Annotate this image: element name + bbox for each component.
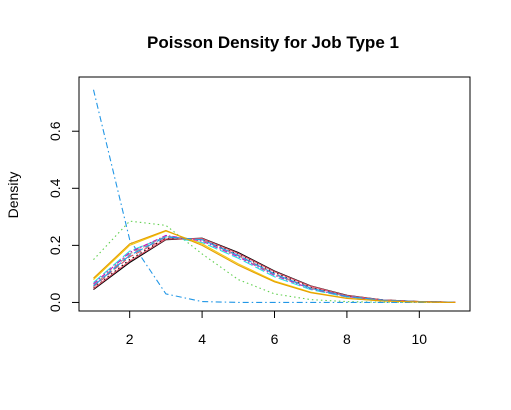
series-lines: [92, 89, 456, 303]
y-tick-label: 0.0: [47, 292, 63, 312]
plot-frame: [78, 76, 471, 312]
series-line-7: [93, 230, 456, 303]
series-line-11: [93, 236, 456, 303]
y-tick-label: 0.2: [47, 235, 63, 255]
series-line-3: [93, 220, 456, 303]
y-tick-label: 0.6: [47, 121, 63, 141]
x-tick-label: 6: [271, 331, 279, 347]
chart-title: Poisson Density for Job Type 1: [147, 33, 399, 52]
x-tick-label: 4: [198, 331, 206, 347]
series-line-2: [93, 237, 456, 303]
axes: 2 4 6 8 10 0.0 0.2 0.4 0.6: [47, 121, 427, 347]
x-tick-label: 8: [343, 331, 351, 347]
y-tick-label: 0.4: [47, 178, 63, 198]
x-tick-label: 2: [126, 331, 134, 347]
y-axis-label: Density: [5, 172, 21, 219]
x-tick-label: 10: [412, 331, 428, 347]
series-line-4: [92, 89, 456, 303]
series-line-12: [93, 229, 456, 303]
